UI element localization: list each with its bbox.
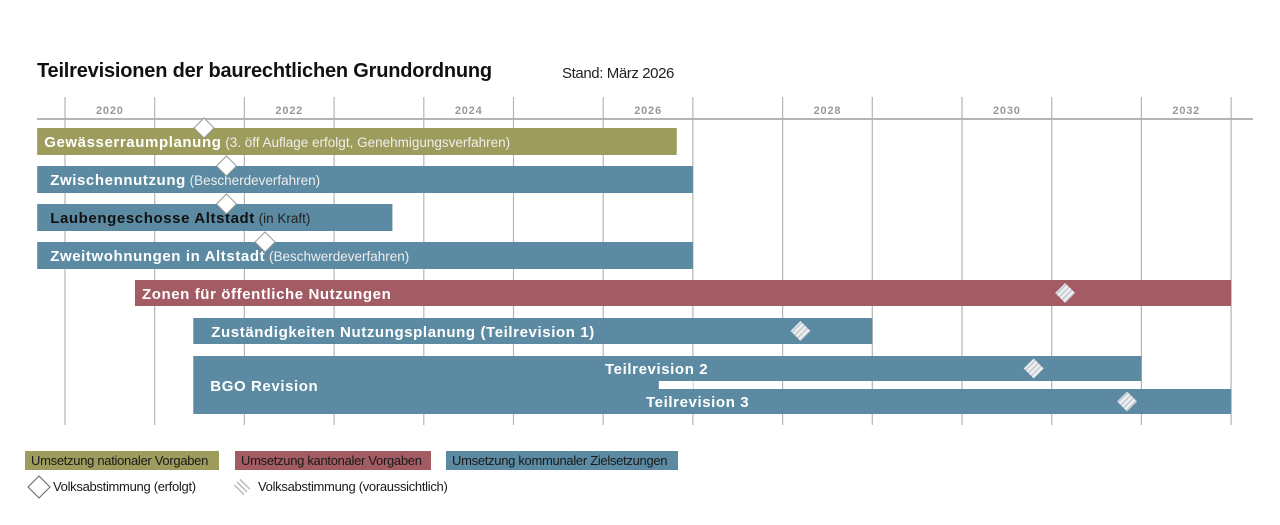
bar-label: Gewässerraumplanung (3. öff Auflage erfo… xyxy=(44,134,510,151)
bar-label: Laubengeschosse Altstadt (in Kraft) xyxy=(50,210,310,227)
legend-kantonal: Umsetzung kantonaler Vorgaben xyxy=(235,451,431,470)
bar-title: Zonen für öffentliche Nutzungen xyxy=(142,286,391,303)
legend-vote-done: Volksabstimmung (erfolgt) xyxy=(53,479,196,494)
vote-done-diamond-icon xyxy=(215,155,238,177)
tick-label: 2028 xyxy=(814,105,842,117)
legend-kommunal: Umsetzung kommunaler Zielsetzungen xyxy=(446,451,678,470)
bgo-revision-bar xyxy=(193,356,693,414)
bar-title: Gewässerraumplanung xyxy=(44,134,221,151)
teilrevision-separator xyxy=(658,381,693,389)
vote-planned-diamond-icon xyxy=(790,321,811,341)
bar-title: Zweitwohnungen in Altstadt xyxy=(50,248,265,265)
teilrevision-label: Teilrevision 2 xyxy=(605,361,708,378)
tick-label: 2020 xyxy=(96,105,124,117)
vote-planned-diamond-icon xyxy=(1023,358,1044,379)
chart-title: Teilrevisionen der baurechtlichen Grundo… xyxy=(37,60,492,82)
bar-title: Zuständigkeiten Nutzungsplanung (Teilrev… xyxy=(211,324,595,341)
tick-label: 2032 xyxy=(1172,105,1200,117)
bar-label: Zweitwohnungen in Altstadt (Beschwerdeve… xyxy=(50,248,409,265)
vote-planned-diamond-icon xyxy=(1117,391,1138,412)
teilrevision-label: Teilrevision 3 xyxy=(646,394,749,411)
bar-1 xyxy=(37,166,693,193)
bar-label: Zonen für öffentliche Nutzungen xyxy=(142,286,391,303)
vote-done-diamond-icon xyxy=(254,231,276,253)
gantt-chart: 2020 2022 2024 2026 2028 2030 2032 Gewässerrau… xyxy=(37,97,1253,425)
bar-note: (Bescherdeverfahren) xyxy=(186,173,320,188)
vote-planned-diamond-icon xyxy=(1055,283,1076,303)
bar-title: Laubengeschosse Altstadt xyxy=(50,210,255,227)
legend-vote-planned: Volksabstimmung (voraussichtlich) xyxy=(258,479,448,494)
bar-4 xyxy=(134,280,1232,306)
tick-label: 2022 xyxy=(275,105,303,117)
bar-label: Zuständigkeiten Nutzungsplanung (Teilrev… xyxy=(211,324,595,341)
bar-note: (Beschwerdeverfahren) xyxy=(265,249,409,264)
bar-5 xyxy=(193,318,873,344)
bgo-label: BGO Revision xyxy=(210,378,318,395)
diamond-hatched-icon xyxy=(233,478,251,496)
bar-label: Zwischennutzung (Bescherdeverfahren) xyxy=(50,172,320,189)
legend-national: Umsetzung nationaler Vorgaben xyxy=(25,451,219,470)
bar-3 xyxy=(37,242,693,269)
teilrevision-2-bar xyxy=(658,356,1142,381)
tick-label: 2026 xyxy=(634,105,662,117)
bar-0 xyxy=(37,128,677,155)
bar-note: (3. öff Auflage erfolgt, Genehmigungsver… xyxy=(221,135,510,150)
bar-2 xyxy=(37,204,393,231)
vote-done-diamond-icon xyxy=(215,193,238,215)
diamond-outline-icon xyxy=(27,475,51,499)
vote-done-diamond-icon xyxy=(193,117,215,139)
bar-note: (in Kraft) xyxy=(255,211,311,226)
bar-title: Zwischennutzung xyxy=(50,172,186,189)
tick-label: 2024 xyxy=(455,105,483,117)
tick-label: 2030 xyxy=(993,105,1021,117)
chart-subtitle: Stand: März 2026 xyxy=(562,65,675,82)
